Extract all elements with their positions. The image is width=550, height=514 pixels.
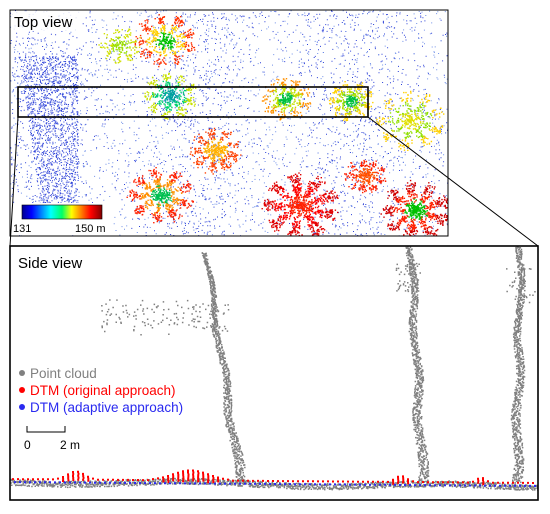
scale-bar-end-label: 2 m — [60, 438, 80, 452]
legend: Point cloud DTM (original approach) DTM … — [19, 366, 183, 415]
legend-item-point-cloud: Point cloud — [19, 366, 97, 381]
legend-item-dtm-original: DTM (original approach) — [19, 383, 176, 398]
scale-bar: 0 2 m — [24, 426, 80, 452]
side-view-point-cloud — [10, 246, 538, 491]
top-view-point-cloud — [10, 10, 448, 236]
side-view-frame — [9, 245, 539, 501]
zoom-connector-left — [9, 116, 19, 247]
legend-label-point-cloud: Point cloud — [30, 366, 97, 381]
scale-bar-line — [26, 426, 66, 433]
legend-item-dtm-adaptive: DTM (adaptive approach) — [19, 400, 183, 415]
legend-marker-dtm-original — [19, 387, 25, 393]
legend-label-dtm-adaptive: DTM (adaptive approach) — [30, 400, 183, 415]
top-view-frame — [9, 9, 449, 237]
top-view-panel: Top view 131 150 m — [9, 9, 449, 237]
legend-marker-dtm-adaptive — [19, 404, 25, 410]
top-view-background — [10, 10, 448, 236]
scale-bar-start-label: 0 — [24, 438, 31, 452]
selection-rectangle — [17, 86, 369, 118]
legend-label-dtm-original: DTM (original approach) — [30, 383, 176, 398]
colorbar-max-label: 150 m — [75, 223, 106, 235]
colorbar-min-label: 131 — [13, 223, 31, 235]
zoom-connector-right — [367, 116, 539, 247]
side-view-panel: Side view Point cloud DTM (original appr… — [9, 245, 539, 501]
colorbar-gradient — [21, 204, 103, 220]
side-view-background — [10, 246, 538, 500]
legend-marker-point-cloud — [19, 370, 25, 376]
colorbar: 131 150 m — [11, 203, 111, 235]
title-backdrop — [11, 11, 81, 31]
top-view-title: Top view — [14, 14, 73, 31]
side-view-title: Side view — [18, 255, 82, 272]
